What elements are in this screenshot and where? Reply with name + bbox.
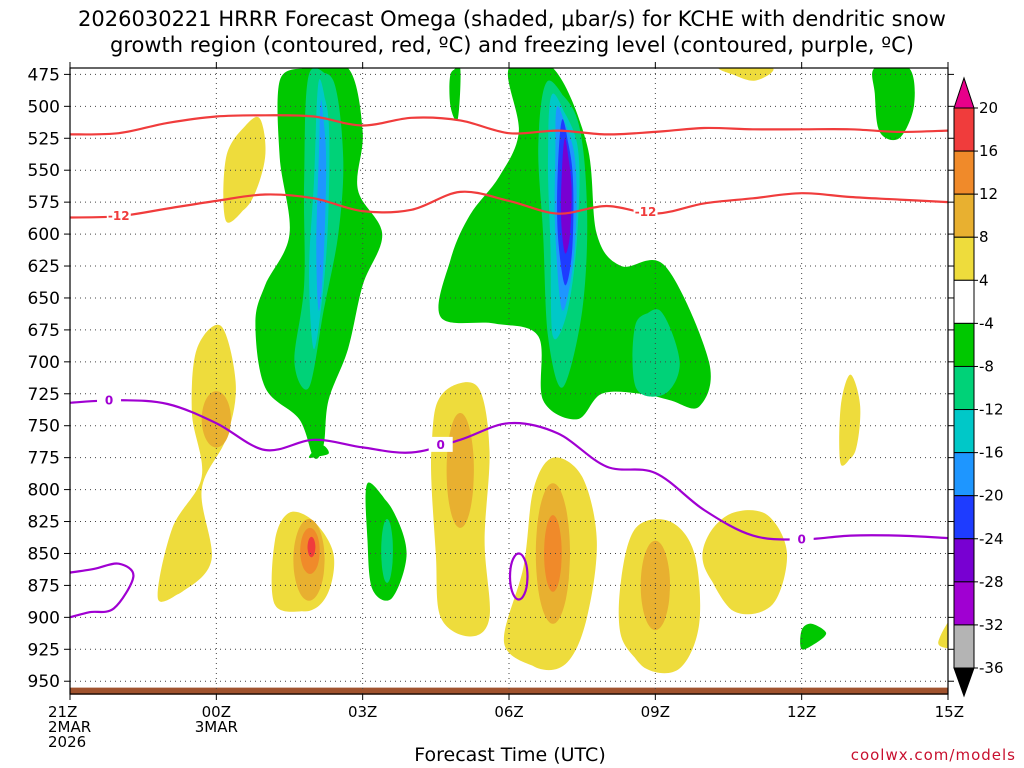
y-tick-label: 750 [28,417,60,437]
y-tick-label: 700 [28,353,60,373]
x-tick-label: 3MAR [195,718,238,736]
y-tick-label: 600 [28,225,60,245]
colorbar-label: -32 [979,616,1004,634]
y-tick-label: 825 [28,513,60,533]
y-tick-label: 900 [28,608,60,628]
colorbar-label: -28 [979,573,1004,591]
colorbar-label: -16 [979,444,1004,462]
chart-title-line-2: growth region (contoured, red, ºC) and f… [110,33,914,57]
colorbar-band [953,495,975,540]
contour-label: 0 [797,532,805,546]
colorbar-label: -8 [979,357,994,375]
sinking-core-c [446,412,474,528]
sinking-region-g [223,116,266,223]
rising-plume-b2 [632,309,680,397]
contour-label-bg [106,208,131,224]
colorbar-band [953,409,975,454]
contour-label-bg [633,204,658,220]
colorbar: 20 16 12 8 4 -4 -8 -12 -16 -20 -24 -28 -32 -36 [953,76,1004,698]
contour-lines: -12 -12 0 0 0 [70,114,948,619]
sinking-region-f [702,510,788,615]
chart-title-line-1: 2026030221 HRRR Forecast Omega (shaded, … [78,7,946,31]
rising-cell-f [800,623,827,650]
contour-2 [70,190,948,219]
y-tick-label: 525 [28,129,60,149]
y-tick-label: 775 [28,449,60,469]
omega-shading [157,68,948,674]
rising-plume-a-20 [316,99,327,311]
sinking-region-h [718,68,774,81]
colorbar-label: -24 [979,530,1004,548]
ground-terrain [70,687,948,695]
colorbar-label: 12 [979,185,998,203]
x-axis-title: Forecast Time (UTC) [414,744,606,766]
colorbar-band [953,581,975,626]
colorbar-label: -12 [979,401,1004,419]
contour-1 [70,114,948,136]
x-tick-label: 09Z [641,703,670,721]
rising-plume-b-28 [560,138,572,254]
rising-cell-d [449,68,461,121]
sinking-region-j [938,622,948,649]
y-tick-label: 675 [28,321,60,341]
colorbar-band [953,538,975,583]
colorbar-label: 16 [979,142,998,160]
y-tick-label: 925 [28,640,60,660]
x-tick-label: 03Z [348,703,377,721]
x-tick-label: 06Z [494,703,523,721]
colorbar-band [953,365,975,411]
rising-cell-e [872,68,915,141]
rising-cell-g [308,444,329,458]
sinking-peak-b [307,536,316,558]
colorbar-band [953,322,975,367]
y-tick-label: 550 [28,161,60,181]
sinking-core-d2 [544,515,562,592]
colorbar-band [953,236,975,281]
colorbar-band [953,279,975,324]
y-tick-label: 475 [28,65,60,85]
x-tick-label: 15Z [935,703,964,721]
sinking-region-i [839,374,861,466]
rising-cell-c-12 [381,518,393,583]
freezing-level-lower [70,562,135,619]
colorbar-bottom-arrow [953,667,975,698]
contour-label-bg [789,531,814,547]
x-tick-label: 12Z [787,703,816,721]
contour-label: 0 [105,394,113,408]
colorbar-label: -36 [979,659,1004,677]
y-tick-label: 575 [28,193,60,213]
sinking-core-a [201,391,231,448]
y-tick-label: 800 [28,481,60,501]
colorbar-top-arrow [953,76,975,109]
contour-label-bg [428,436,453,452]
x-tick-label: 2026 [48,733,86,751]
colorbar-label: 8 [979,228,989,246]
y-tick-label: 725 [28,385,60,405]
contour-label-bg [97,392,122,408]
colorbar-label: 20 [979,99,998,117]
y-tick-label: 650 [28,289,60,309]
colorbar-label: -4 [979,314,994,332]
colorbar-band [953,107,975,152]
x-tick-label: 00Z [202,703,231,721]
colorbar-band [953,193,975,238]
contour-label: -12 [635,205,657,219]
colorbar-band [953,452,975,497]
colorbar-label: 4 [979,271,989,289]
contour-label: -12 [108,209,130,223]
colorbar-band [953,624,975,669]
freezing-level-loop [508,552,529,601]
y-tick-label: 625 [28,257,60,277]
y-tick-label: 850 [28,544,60,564]
y-tick-label: 875 [28,576,60,596]
x-tick-label: 2MAR [48,718,91,736]
y-tick-label: 500 [28,97,60,117]
credit-text: coolwx.com/models [850,746,1016,764]
y-tick-label: 950 [28,672,60,692]
colorbar-label: -20 [979,487,1004,505]
contour-label: 0 [437,438,445,452]
colorbar-band [953,150,975,195]
x-tick-label: 21Z [48,703,77,721]
